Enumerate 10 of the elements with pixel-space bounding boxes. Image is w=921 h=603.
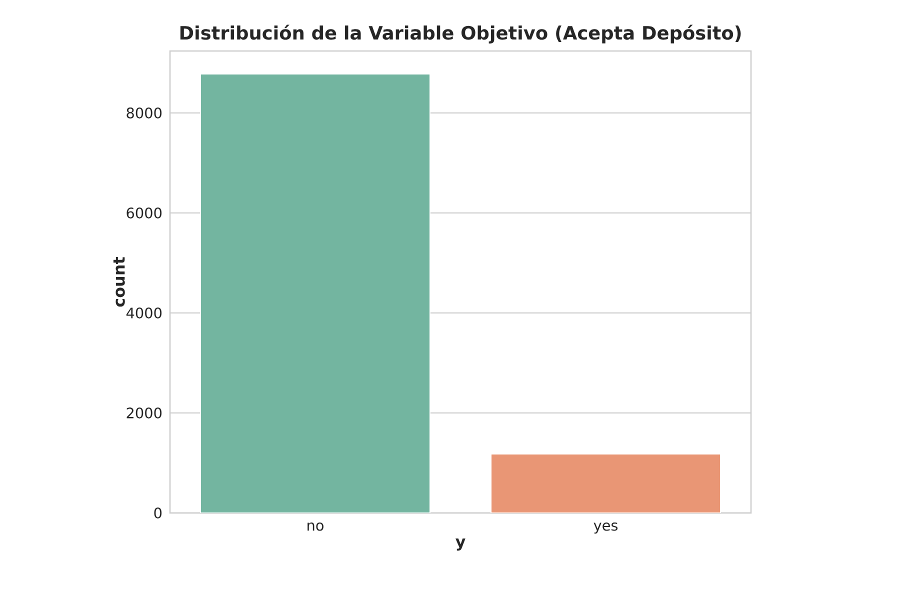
x-tick-label: yes (594, 522, 618, 534)
y-tick-label: 0 (154, 508, 162, 518)
x-tick-label: no (308, 522, 324, 531)
y-axis-title: count (113, 256, 125, 307)
x-axis-title: y (456, 538, 466, 551)
y-tick-label: 2000 (126, 408, 162, 418)
y-tick-label: 6000 (126, 208, 162, 218)
y-tick-label: 8000 (126, 108, 162, 118)
chart-title: Distribución de la Variable Objetivo (Acepta Depósito) (180, 24, 741, 44)
y-tick-label: 4000 (126, 308, 162, 318)
